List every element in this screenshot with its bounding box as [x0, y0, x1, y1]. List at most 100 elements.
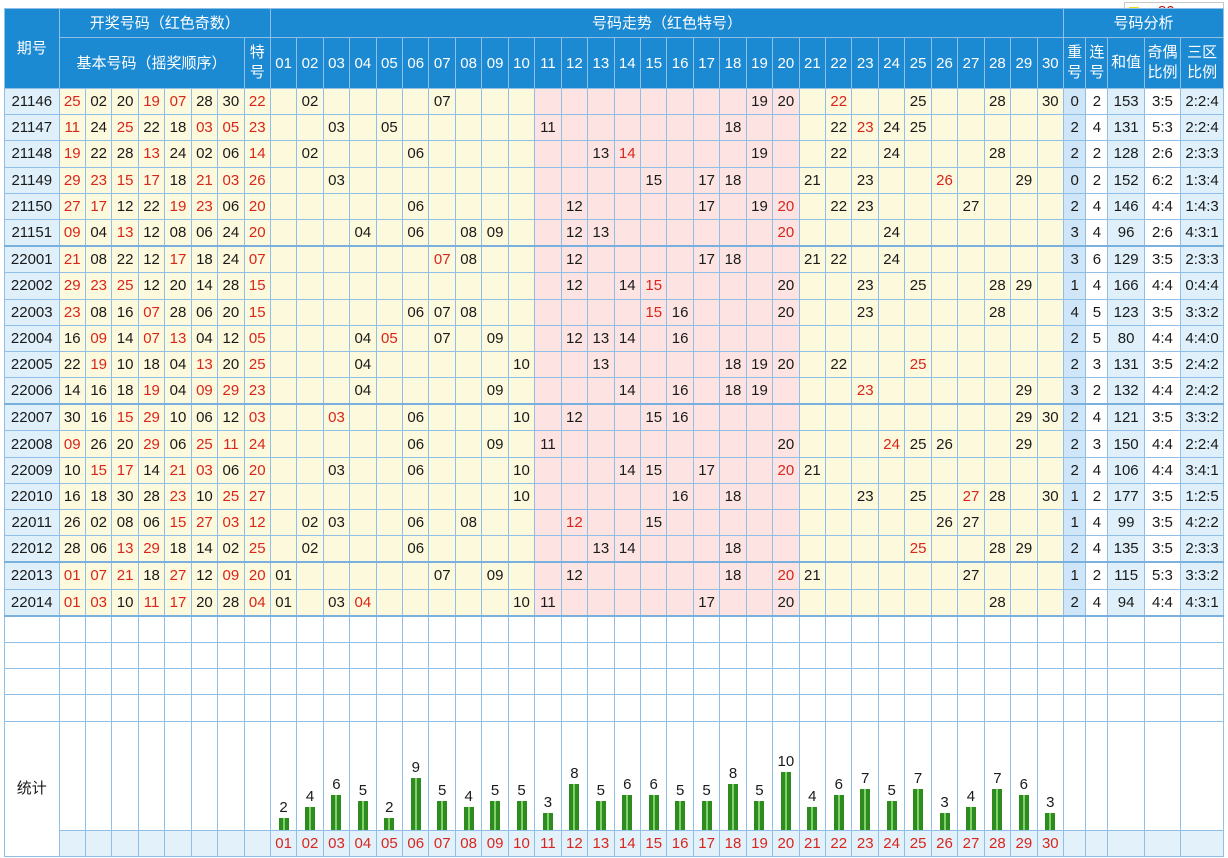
- trend-cell: [851, 588, 879, 617]
- trend-number: 28: [989, 540, 1006, 558]
- trend-cell: [587, 482, 615, 511]
- basic-number: 29: [137, 430, 166, 458]
- trend-cell: 10: [507, 350, 536, 379]
- table-row: 22013 01 07 21 18 27 12 09 20 01 07 09 12 18 20 21 27 1 2 1…: [4, 561, 1224, 590]
- period-cell: 22010: [4, 482, 60, 511]
- empty-cell: [58, 614, 86, 643]
- trend-number: 07: [433, 93, 451, 111]
- basic-number: 17: [111, 456, 139, 484]
- consec-count: 2: [1085, 87, 1109, 116]
- empty-cell: [983, 614, 1012, 643]
- footer-number-22: 22: [825, 829, 853, 857]
- zone-ratio: 2:3:3: [1180, 535, 1224, 563]
- trend-cell: 20: [772, 218, 800, 247]
- empty-cell: [560, 641, 589, 670]
- trend-cell: [930, 561, 959, 590]
- trend-cell: [798, 508, 827, 537]
- special-number: 26: [243, 166, 271, 194]
- trend-cell: [772, 114, 800, 142]
- trend-cell: [349, 245, 377, 274]
- trend-cell: 20: [772, 588, 800, 617]
- stats-bar-wrap: 4: [959, 722, 983, 829]
- zone-ratio: 3:4:1: [1180, 456, 1224, 484]
- footer-number-15: 15: [639, 829, 668, 857]
- header-number-13: 13: [587, 37, 615, 89]
- trend-cell: 15: [639, 298, 668, 326]
- period-cell: 22002: [4, 272, 60, 300]
- footer-number-23: 23: [851, 829, 879, 857]
- trend-cell: [1036, 377, 1065, 405]
- basic-number: 25: [217, 482, 245, 511]
- stats-bar: [410, 777, 421, 829]
- stats-bar-wrap: 5: [351, 722, 375, 829]
- consec-count: 5: [1085, 298, 1109, 326]
- trend-cell: 20: [772, 456, 800, 484]
- header-special: 特号: [243, 37, 271, 89]
- basic-number: 06: [217, 456, 245, 484]
- header-number-20: 20: [772, 37, 800, 89]
- stats-cell: 10: [772, 720, 800, 831]
- empty-cell: [243, 668, 271, 696]
- trend-number: 15: [645, 303, 663, 321]
- trend-cell: [296, 192, 324, 220]
- trend-cell: [877, 298, 906, 326]
- trend-cell: 06: [402, 298, 430, 326]
- empty-cell: [798, 668, 827, 696]
- trend-cell: [930, 324, 959, 352]
- trend-cell: [296, 245, 324, 274]
- trend-cell: [719, 508, 747, 537]
- repeat-count: 0: [1063, 87, 1087, 116]
- oddeven-ratio: 2:6: [1143, 140, 1182, 168]
- header-repeat-text: 重号: [1067, 44, 1083, 81]
- trend-number: 05: [380, 329, 398, 347]
- stats-bar: [595, 800, 606, 829]
- empty-cell: [877, 641, 906, 670]
- trend-cell: 02: [296, 140, 324, 168]
- trend-cell: [375, 140, 404, 168]
- trend-cell: [454, 561, 483, 590]
- footer-number-11: 11: [534, 829, 562, 857]
- empty-cell: [84, 641, 113, 670]
- trend-cell: [349, 166, 377, 194]
- trend-cell: 27: [957, 508, 985, 537]
- trend-cell: 12: [560, 192, 589, 220]
- trend-cell: [428, 218, 456, 247]
- trend-cell: [692, 508, 721, 537]
- trend-cell: [428, 350, 456, 379]
- trend-cell: 25: [904, 87, 932, 116]
- trend-cell: [692, 403, 721, 432]
- stats-bar-count: 6: [1019, 775, 1028, 793]
- trend-cell: [1036, 350, 1065, 379]
- trend-cell: [428, 535, 456, 563]
- trend-number: 19: [751, 355, 768, 373]
- basic-number: 29: [58, 166, 86, 194]
- trend-cell: [930, 377, 959, 405]
- trend-number: 02: [301, 540, 319, 558]
- trend-cell: 20: [772, 350, 800, 379]
- trend-number: 29: [1015, 277, 1033, 295]
- header-number-14: 14: [613, 37, 641, 89]
- stats-empty-cell: [1180, 720, 1224, 831]
- trend-cell: 10: [507, 403, 536, 432]
- empty-cell: [269, 668, 298, 696]
- basic-number: 24: [84, 114, 113, 142]
- empty-cell: [613, 668, 641, 696]
- trend-cell: [507, 245, 536, 274]
- sum-value: 152: [1107, 166, 1145, 194]
- trend-cell: 25: [904, 535, 932, 563]
- trend-cell: [692, 298, 721, 326]
- basic-number: 03: [217, 508, 245, 537]
- trend-cell: [798, 350, 827, 379]
- trend-cell: 30: [1036, 403, 1065, 432]
- empty-cell: [534, 641, 562, 670]
- empty-cell: [164, 668, 192, 696]
- trend-cell: [957, 114, 985, 142]
- stats-bar-count: 5: [675, 781, 685, 799]
- basic-number: 13: [164, 324, 192, 352]
- empty-cell: [243, 694, 271, 722]
- trend-number: 12: [566, 197, 583, 215]
- trend-number: 29: [1015, 382, 1033, 400]
- trend-cell: [507, 324, 536, 352]
- trend-number: 03: [328, 514, 345, 532]
- consec-count: 2: [1085, 482, 1109, 511]
